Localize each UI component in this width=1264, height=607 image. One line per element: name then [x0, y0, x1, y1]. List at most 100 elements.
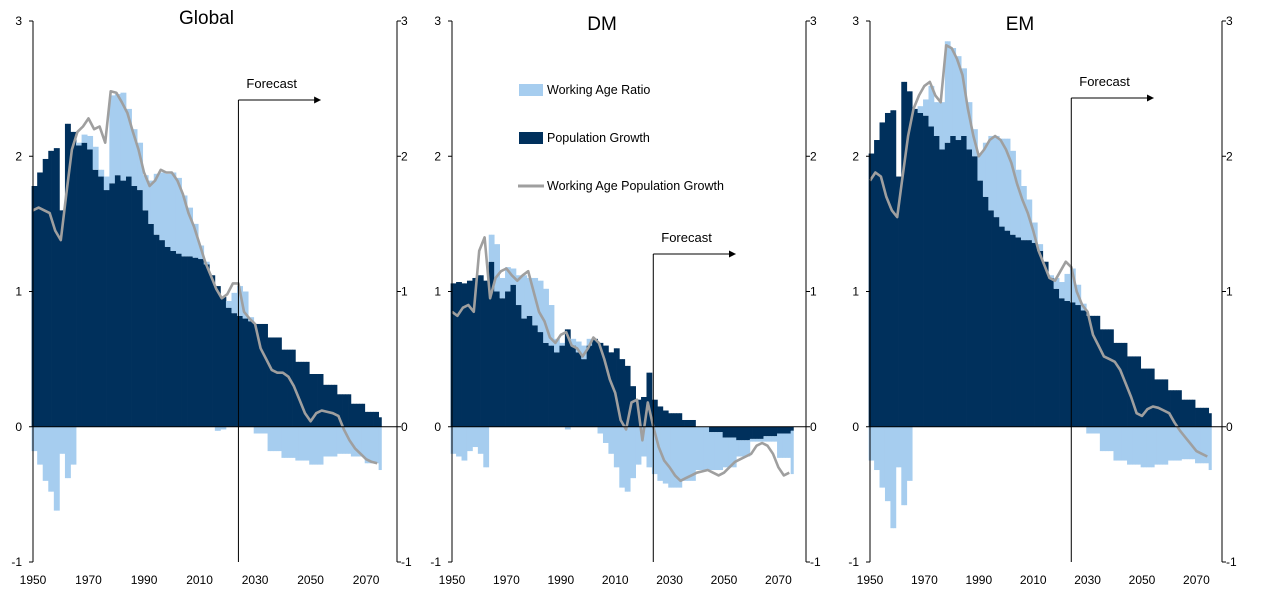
population-growth-bar: [475, 277, 479, 427]
population-growth-bar: [458, 282, 462, 427]
population-growth-bar: [248, 321, 252, 427]
population-growth-bar: [1197, 407, 1201, 427]
working-age-ratio-bar: [928, 85, 932, 127]
working-age-ratio-bar: [749, 438, 753, 442]
population-growth-bar: [518, 305, 522, 427]
population-growth-bar: [317, 374, 321, 427]
working-age-ratio-bar: [334, 426, 338, 457]
working-age-ratio-bar: [483, 426, 487, 468]
working-age-ratio-bar: [1064, 273, 1068, 301]
working-age-ratio-bar: [570, 338, 574, 346]
x-tick-label: 1990: [965, 573, 992, 587]
population-growth-bar: [505, 291, 509, 427]
working-age-ratio-bar: [526, 277, 530, 316]
working-age-ratio-bar: [961, 68, 965, 136]
population-growth-bar: [453, 283, 457, 427]
panel-title: EM: [1006, 14, 1035, 35]
population-growth-bar: [120, 180, 124, 427]
population-growth-bar: [245, 318, 249, 427]
working-age-ratio-bar: [475, 426, 479, 448]
legend-swatch: [519, 132, 543, 144]
population-growth-bar: [936, 135, 940, 427]
population-growth-bar: [871, 153, 875, 427]
population-growth-bar: [220, 296, 224, 427]
working-age-ratio-bar: [1004, 138, 1008, 231]
working-age-ratio-bar: [728, 437, 732, 468]
working-age-ratio-bar: [1118, 426, 1122, 461]
population-growth-bar: [112, 183, 116, 427]
working-age-ratio-bar: [317, 426, 321, 465]
population-growth-bar: [78, 145, 82, 427]
x-tick-label: 2010: [186, 573, 213, 587]
working-age-ratio-bar: [782, 433, 786, 458]
population-growth-bar: [548, 345, 552, 427]
working-age-ratio-bar: [1205, 426, 1210, 464]
population-growth-bar: [646, 372, 650, 427]
x-tick-label: 2030: [656, 573, 683, 587]
working-age-ratio-bar: [267, 426, 271, 452]
population-growth-bar: [62, 210, 66, 427]
population-growth-bar: [1007, 230, 1011, 427]
population-growth-bar: [242, 318, 246, 427]
working-age-ratio-bar: [502, 277, 506, 299]
population-growth-bar: [370, 411, 374, 427]
working-age-ratio-bar: [250, 317, 255, 322]
population-growth-bar: [901, 81, 905, 427]
population-growth-bar: [345, 394, 349, 427]
population-growth-bar: [486, 280, 490, 427]
working-age-ratio-bar: [687, 426, 691, 481]
working-age-ratio-bar: [42, 426, 46, 481]
working-age-ratio-bar: [1146, 426, 1150, 468]
working-age-ratio-bar: [684, 426, 688, 481]
population-growth-bar: [281, 349, 285, 427]
x-tick-label: 1950: [20, 573, 47, 587]
working-age-ratio-bar: [1050, 275, 1054, 278]
working-age-ratio-bar: [1203, 426, 1207, 464]
working-age-ratio-bar: [325, 426, 330, 457]
population-growth-bar: [545, 342, 549, 427]
population-growth-bar: [876, 140, 880, 427]
population-growth-bar: [1176, 390, 1180, 427]
working-age-ratio-bar: [1088, 426, 1093, 434]
population-growth-bar: [480, 275, 484, 427]
population-growth-bar: [76, 145, 80, 427]
working-age-ratio-bar: [1176, 426, 1180, 461]
population-growth-bar: [564, 329, 568, 427]
population-growth-bar: [1195, 407, 1199, 427]
y-tick-label-right: 0: [401, 420, 408, 434]
population-growth-bar: [602, 345, 607, 427]
population-growth-bar: [632, 386, 636, 427]
population-growth-bar: [1075, 305, 1079, 427]
working-age-ratio-bar: [137, 142, 141, 191]
legend-item: Population Growth: [519, 131, 650, 145]
population-growth-bar: [314, 374, 318, 427]
population-growth-bar: [198, 259, 202, 427]
population-growth-bar: [259, 323, 263, 427]
working-age-ratio-bar: [996, 135, 1000, 218]
y-tick-label-right: 2: [401, 149, 408, 163]
working-age-ratio-bar: [505, 267, 509, 292]
population-growth-bar: [779, 426, 783, 434]
population-growth-bar: [1004, 230, 1008, 427]
working-age-ratio-bar: [950, 48, 954, 136]
population-growth-bar: [1205, 407, 1210, 427]
working-age-ratio-bar: [1086, 426, 1090, 434]
working-age-ratio-bar: [1159, 426, 1163, 465]
working-age-ratio-bar: [556, 338, 560, 353]
population-growth-bar: [203, 264, 207, 427]
working-age-ratio-bar: [763, 436, 767, 442]
population-growth-bar: [159, 240, 163, 427]
working-age-ratio-bar: [874, 426, 878, 471]
population-growth-bar: [375, 411, 379, 427]
working-age-ratio-bar: [758, 438, 762, 442]
working-age-ratio-bar: [70, 426, 74, 465]
population-growth-bar: [1151, 368, 1155, 427]
population-growth-bar: [217, 286, 221, 427]
population-growth-bar: [879, 122, 883, 427]
working-age-ratio-bar: [706, 426, 710, 471]
working-age-ratio-bar: [234, 292, 238, 314]
working-age-ratio-bar: [295, 426, 299, 461]
working-age-ratio-bar: [1061, 282, 1065, 299]
working-age-ratio-bar: [1023, 186, 1027, 241]
population-growth-bar: [730, 426, 734, 438]
